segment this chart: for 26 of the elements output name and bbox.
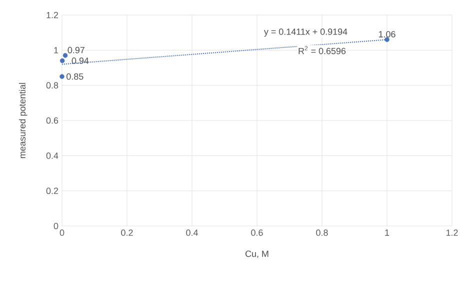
data-label: 0.94 [72, 58, 89, 64]
point [62, 53, 68, 58]
y-tick-label: 0 [54, 222, 58, 230]
y-tick-label: 1 [54, 47, 58, 54]
x-tick-label: 0 [60, 230, 64, 236]
annotation: y = 0.1411x + 0.9194 [264, 28, 348, 37]
data-label: 0.85 [66, 73, 84, 80]
annotation: R$^{2}$ = 0.6596 [298, 46, 346, 54]
x-tick-label: 0.4 [186, 230, 198, 236]
y-axis-title: measured potential [18, 82, 28, 158]
y-tick-label: 0.4 [46, 152, 58, 159]
data-label: 1.06 [378, 31, 396, 38]
y-tick-label: 0.6 [46, 117, 58, 124]
x-tick-label: 1.2 [446, 230, 458, 236]
x-tick-label: 0.2 [121, 230, 133, 236]
x-tick-label: 0.8 [316, 230, 328, 236]
point [384, 37, 390, 42]
x-tick-label: 1 [385, 230, 390, 236]
x-tick-label: 0.6 [251, 230, 263, 236]
y-tick-label: 0.8 [46, 82, 58, 89]
y-tick-label: 1.2 [46, 12, 58, 18]
point [60, 74, 64, 79]
x-axis-title: Cu, M [246, 250, 268, 258]
data-label: 0.97 [68, 46, 84, 54]
point [60, 58, 65, 64]
y-tick-label: 0.2 [46, 188, 58, 194]
